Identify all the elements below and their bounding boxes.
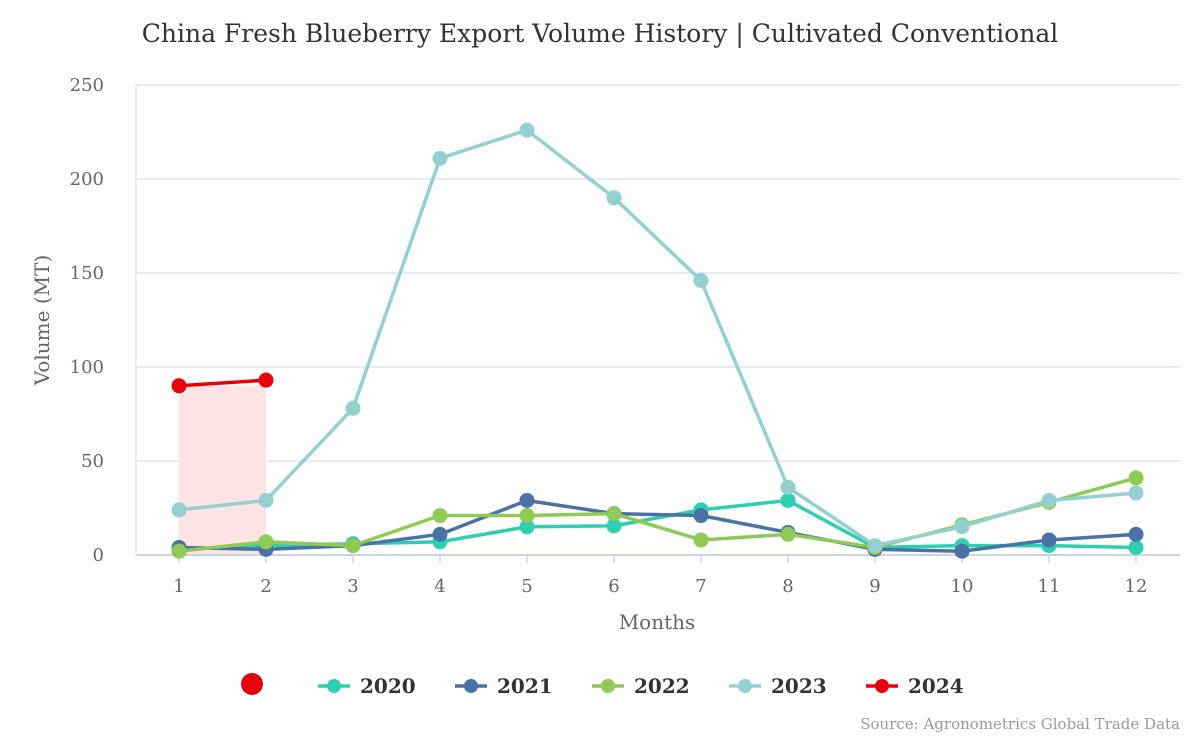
data-point [1128,539,1144,555]
data-point [867,538,883,554]
y-tick-label: 200 [70,169,104,190]
x-tick-label: 2 [260,576,271,597]
data-point [171,378,187,394]
x-tick-label: 9 [869,576,880,597]
data-point [345,400,361,416]
data-point [519,122,535,138]
x-tick-label: 12 [1125,576,1148,597]
data-point [258,534,274,550]
data-point [519,492,535,508]
legend-marker-extra[interactable] [241,673,263,695]
series-2024 [171,372,274,394]
data-point [432,526,448,542]
series-2023 [171,122,1144,554]
x-tick-label: 7 [695,576,706,597]
x-tick-label: 5 [521,576,532,597]
data-point [780,526,796,542]
chart-title: China Fresh Blueberry Export Volume Hist… [142,19,1058,49]
grid [136,84,1180,462]
legend: 2020 2021 2022 2023 2024 [241,673,964,698]
highlight-band [179,385,266,555]
legend-marker [738,679,752,693]
x-tick-label: 6 [608,576,619,597]
y-axis-label: Volume (MT) [30,255,54,387]
data-point [780,479,796,495]
data-point [693,508,709,524]
data-point [1128,485,1144,501]
data-point [432,508,448,524]
data-point [432,150,448,166]
legend-marker [601,679,615,693]
data-point [1041,492,1057,508]
legend-marker [464,679,478,693]
data-point [954,543,970,559]
source-note: Source: Agronometrics Global Trade Data [860,715,1180,733]
legend-marker [875,679,889,693]
legend-item-2021[interactable]: 2021 [455,674,553,698]
x-tick-label: 11 [1038,576,1061,597]
data-point [171,502,187,518]
data-point [954,519,970,535]
x-axis-label: Months [619,610,696,634]
legend-item-2023[interactable]: 2023 [729,674,827,698]
x-tick-label: 3 [347,576,358,597]
y-tick-label: 50 [81,451,104,472]
x-tick-label: 4 [434,576,445,597]
x-tick-label: 1 [173,576,184,597]
legend-marker [327,679,341,693]
data-point [606,518,622,534]
y-tick-label: 150 [70,263,104,284]
data-point [780,492,796,508]
data-point [171,543,187,559]
legend-label: 2022 [634,674,690,698]
series-line-2023 [178,128,1137,548]
legend-label: 2023 [771,674,827,698]
data-point [1128,470,1144,486]
data-point [519,519,535,535]
data-point [258,492,274,508]
legend-item-2024[interactable]: 2024 [866,674,964,698]
legend-item-2022[interactable]: 2022 [592,674,690,698]
series-line-2020 [178,498,1137,552]
data-point [519,508,535,524]
legend-label: 2020 [360,674,416,698]
legend-label: 2021 [497,674,553,698]
y-tick-label: 100 [70,357,104,378]
data-point [1128,526,1144,542]
data-point [606,190,622,206]
legend-item-2020[interactable]: 2020 [318,674,416,698]
data-point [1041,532,1057,548]
data-point [606,506,622,522]
data-point [345,538,361,554]
y-tick-label: 250 [70,75,104,96]
data-point [258,372,274,388]
x-tick-label: 10 [951,576,974,597]
x-tick-label: 8 [782,576,793,597]
legend-label: 2024 [908,674,964,698]
y-tick-label: 0 [93,545,104,566]
highlight-band-rect [179,385,266,555]
data-point [693,532,709,548]
series [171,122,1144,559]
data-point [693,273,709,289]
series-line-2024 [178,378,267,388]
